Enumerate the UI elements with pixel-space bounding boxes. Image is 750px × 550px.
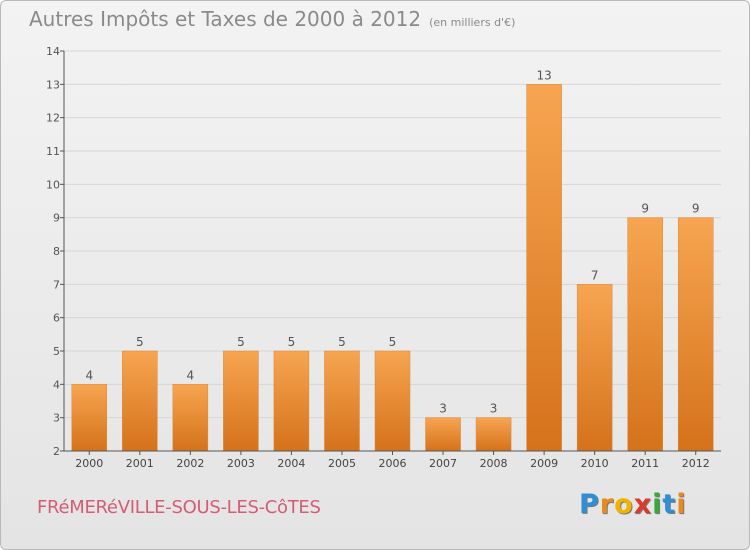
bar	[324, 350, 360, 452]
x-tick-label: 2002	[176, 457, 204, 470]
x-tick-label: 2012	[682, 457, 710, 470]
logo-letter: t	[662, 489, 677, 520]
bar-value-label: 3	[439, 402, 447, 416]
x-tick-label: 2007	[429, 457, 457, 470]
y-tick-label: 14	[46, 45, 60, 58]
bar	[576, 284, 613, 452]
chart-title: Autres Impôts et Taxes de 2000 à 2012	[29, 7, 422, 31]
bar-value-label: 5	[389, 335, 397, 349]
x-tick-label: 2001	[126, 457, 154, 470]
x-tick-label: 2010	[581, 457, 609, 470]
y-tick-label: 12	[46, 112, 60, 125]
logo-letter: P	[579, 489, 600, 520]
y-tick-label: 11	[46, 145, 60, 158]
chart-subtitle: (en milliers d'€)	[429, 16, 516, 29]
bar	[425, 417, 461, 452]
x-tick-label: 2005	[328, 457, 356, 470]
bar-value-label: 5	[136, 335, 144, 349]
bar-value-label: 3	[490, 402, 498, 416]
bar	[627, 217, 663, 452]
y-tick-label: 4	[53, 378, 60, 391]
commune-name: FRéMERéVILLE-SOUS-LES-CôTES	[37, 497, 321, 518]
bar	[677, 217, 714, 452]
y-tick-label: 9	[53, 212, 60, 225]
logo-letter: x	[633, 489, 653, 520]
logo-letter: i	[676, 489, 687, 520]
logo-letter: o	[614, 489, 634, 520]
logo-letter: i	[652, 489, 663, 520]
bar-value-label: 5	[288, 335, 296, 349]
y-tick-label: 5	[53, 345, 60, 358]
y-tick-label: 13	[46, 78, 60, 91]
y-tick-label: 7	[53, 278, 60, 291]
y-tick-label: 8	[53, 245, 60, 258]
x-tick-label: 2000	[75, 457, 103, 470]
bar-value-label: 5	[237, 335, 245, 349]
bar	[526, 84, 562, 452]
x-tick-label: 2003	[227, 457, 255, 470]
x-tick-label: 2008	[480, 457, 508, 470]
axes: 2 3 4 5 6 7 8 9 10 11 12 13 14 2000 2001 2002 2003 2004 20…	[46, 45, 721, 470]
proxiti-logo: Proxiti	[579, 489, 687, 520]
x-tick-label: 2006	[379, 457, 407, 470]
y-tick-label: 2	[53, 445, 60, 458]
x-tick-label: 2011	[631, 457, 659, 470]
bar	[374, 350, 411, 452]
logo-letter: r	[599, 489, 615, 520]
bar	[172, 384, 209, 452]
bar	[71, 384, 108, 452]
x-tick-label: 2004	[277, 457, 305, 470]
bar	[122, 350, 158, 452]
chart-title-block: Autres Impôts et Taxes de 2000 à 2012 (en…	[29, 7, 515, 31]
y-tick-label: 10	[46, 178, 60, 191]
bar-value-label: 13	[536, 68, 551, 82]
bar	[273, 350, 310, 452]
bar-value-label: 9	[641, 202, 649, 216]
bar-value-label: 4	[187, 368, 195, 382]
x-tick-label: 2009	[530, 457, 558, 470]
bar-value-label: 4	[85, 368, 93, 382]
bar-value-label: 5	[338, 335, 346, 349]
bar-value-label: 9	[692, 202, 700, 216]
bar	[475, 417, 512, 452]
bars: 4 5 4 5 5 5 5 3 3 13 7 9 9	[71, 68, 714, 452]
y-tick-label: 6	[53, 312, 60, 325]
bar	[223, 350, 259, 452]
bar-value-label: 7	[591, 268, 599, 282]
y-tick-label: 3	[53, 412, 60, 425]
